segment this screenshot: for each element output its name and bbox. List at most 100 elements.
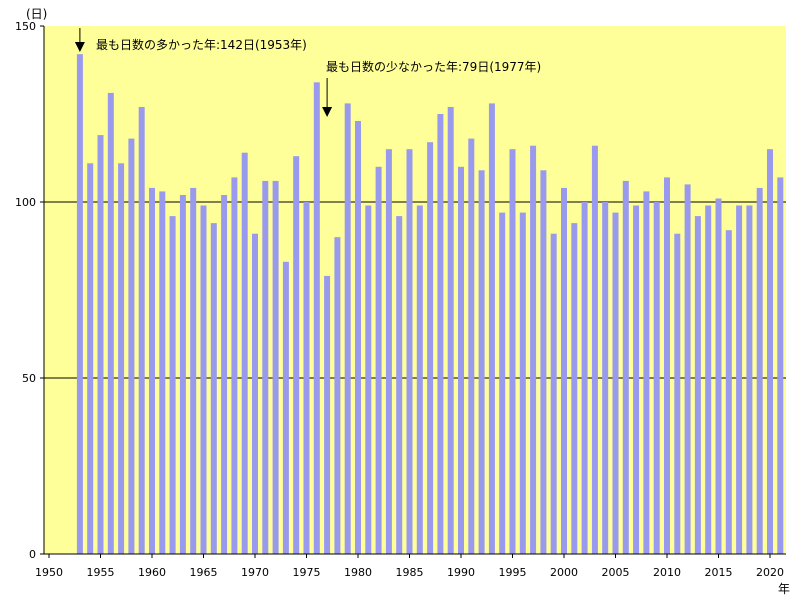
x-tick-label: 1985 xyxy=(396,566,424,579)
bar xyxy=(344,103,351,555)
bar xyxy=(107,92,114,555)
y-tick-label: 50 xyxy=(22,372,36,385)
bar xyxy=(437,114,444,554)
bar xyxy=(210,223,217,554)
x-tick-label: 1990 xyxy=(447,566,475,579)
bar xyxy=(767,149,773,554)
bar xyxy=(241,152,248,554)
x-tick-labels: 1950 1955 1960 1965 1970 1975 1980 1985 1990 1995… xyxy=(35,554,784,579)
bar xyxy=(334,237,341,554)
bar xyxy=(643,191,650,554)
bar xyxy=(622,180,629,554)
bar xyxy=(736,205,743,554)
bar xyxy=(519,212,526,554)
bar xyxy=(633,205,640,554)
plot-area xyxy=(44,26,786,554)
x-tick-label: 2020 xyxy=(756,566,784,579)
bar xyxy=(468,138,475,554)
x-tick-label: 1955 xyxy=(87,566,115,579)
bar xyxy=(478,170,485,555)
axes xyxy=(43,26,786,555)
bar xyxy=(416,205,423,554)
annotation-min-label: 最も日数の少なかった年:79日(1977年) xyxy=(326,59,541,74)
annotation-min-arrow-head xyxy=(322,107,333,117)
bar xyxy=(87,163,94,555)
bar xyxy=(355,121,361,554)
y-tick-label: 150 xyxy=(15,20,36,33)
bar xyxy=(221,195,228,554)
x-tick-label: 1995 xyxy=(499,566,527,579)
x-tick-label: 1950 xyxy=(35,566,63,579)
bar xyxy=(653,202,660,554)
bar xyxy=(540,170,547,555)
bar xyxy=(97,135,104,554)
bar xyxy=(406,149,413,554)
bar xyxy=(777,177,784,554)
bar xyxy=(375,166,382,555)
bar xyxy=(612,212,619,554)
x-tick-label: 2005 xyxy=(602,566,630,579)
bar xyxy=(118,163,125,555)
x-tick-label: 1980 xyxy=(344,566,372,579)
annotation-max-label: 最も日数の多かった年:142日(1953年) xyxy=(96,37,307,52)
x-tick-label: 2010 xyxy=(653,566,681,579)
bar xyxy=(591,145,598,554)
y-axis-label: (日) xyxy=(26,7,47,21)
bar xyxy=(396,216,403,554)
bar xyxy=(571,223,578,554)
bar xyxy=(499,212,506,554)
bar xyxy=(488,103,495,555)
bar xyxy=(365,205,372,554)
bar xyxy=(684,184,691,554)
annotations: 最も日数の多かった年:142日(1953年) 最も日数の少なかった年:79日(1… xyxy=(74,28,541,117)
bar xyxy=(293,156,300,554)
bar xyxy=(385,149,392,554)
bar xyxy=(725,230,732,554)
bars xyxy=(76,54,784,555)
bar xyxy=(282,261,289,554)
bar xyxy=(694,216,701,554)
x-tick-label: 2015 xyxy=(705,566,733,579)
bar xyxy=(313,82,320,555)
x-axis-label: 年 xyxy=(778,582,790,596)
y-tick-label: 0 xyxy=(29,548,36,561)
x-tick-label: 1970 xyxy=(241,566,269,579)
bar xyxy=(179,195,186,554)
bar xyxy=(674,233,681,554)
bar xyxy=(303,202,310,554)
bar xyxy=(581,202,588,554)
bar xyxy=(550,233,557,554)
bar xyxy=(138,107,145,554)
x-tick-label: 1965 xyxy=(190,566,218,579)
x-tick-label: 1975 xyxy=(293,566,321,579)
bar xyxy=(149,187,155,554)
bar xyxy=(509,149,516,554)
bar xyxy=(76,54,83,554)
bar xyxy=(427,142,434,554)
bar xyxy=(324,275,331,554)
bar xyxy=(231,177,238,554)
bar xyxy=(447,107,454,554)
bar xyxy=(252,233,258,554)
bar xyxy=(715,198,722,554)
bar xyxy=(756,187,763,554)
bar xyxy=(664,177,670,554)
bar xyxy=(561,187,567,554)
y-tick-labels: 0 50 100 150 xyxy=(15,20,44,561)
x-tick-label: 2000 xyxy=(550,566,578,579)
y-tick-label: 100 xyxy=(15,196,36,209)
bar xyxy=(169,216,176,554)
bar xyxy=(746,205,753,554)
bar xyxy=(602,202,609,554)
bar xyxy=(530,145,537,554)
bar xyxy=(190,187,197,554)
bar xyxy=(200,205,207,554)
annotation-max-arrow-head xyxy=(74,42,85,52)
bar xyxy=(458,166,464,555)
bar xyxy=(262,180,269,554)
bar xyxy=(705,205,712,554)
bar xyxy=(159,191,166,554)
gridlines xyxy=(44,201,786,379)
bar xyxy=(128,138,135,554)
x-tick-label: 1960 xyxy=(138,566,166,579)
